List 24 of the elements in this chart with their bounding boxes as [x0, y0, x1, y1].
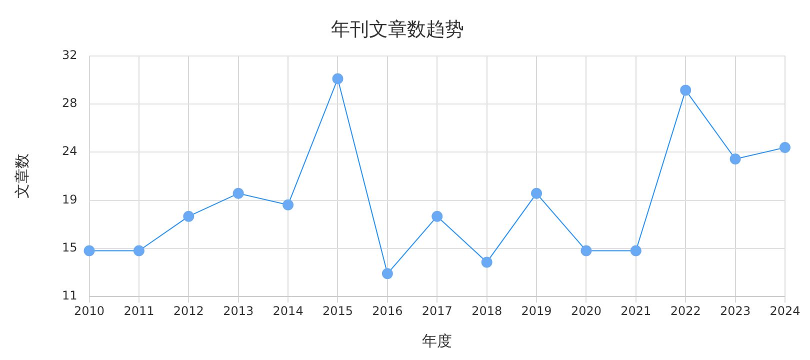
y-tick-label: 11 — [62, 288, 78, 303]
y-tick-label: 15 — [62, 240, 78, 255]
x-tick-label: 2018 — [472, 304, 502, 318]
x-tick-label: 2024 — [770, 304, 800, 318]
y-tick-label: 19 — [62, 192, 78, 206]
y-tick-label: 32 — [62, 48, 78, 62]
x-tick-label: 2015 — [322, 304, 354, 318]
x-tick-label: 2013 — [223, 304, 254, 318]
x-tick-label: 2023 — [720, 304, 751, 318]
x-tick-label: 2017 — [422, 304, 452, 318]
y-tick-label: 28 — [62, 96, 78, 110]
x-tick-label: 2019 — [521, 304, 552, 318]
y-axis-title: 文章数 — [12, 154, 31, 199]
x-tick-label: 2020 — [570, 304, 602, 318]
x-tick-label: 2016 — [372, 304, 403, 318]
x-tick-label: 2011 — [124, 304, 154, 318]
chart-title: 年刊文章数趋势 — [331, 18, 464, 40]
x-tick-label: 2014 — [272, 304, 304, 318]
x-tick-label: 2010 — [74, 304, 105, 318]
y-tick-label: 24 — [62, 144, 78, 158]
x-tick-label: 2022 — [670, 304, 701, 318]
x-axis-title: 年度 — [422, 332, 452, 350]
x-tick-label: 2012 — [173, 304, 204, 318]
x-tick-label: 2021 — [620, 304, 652, 318]
